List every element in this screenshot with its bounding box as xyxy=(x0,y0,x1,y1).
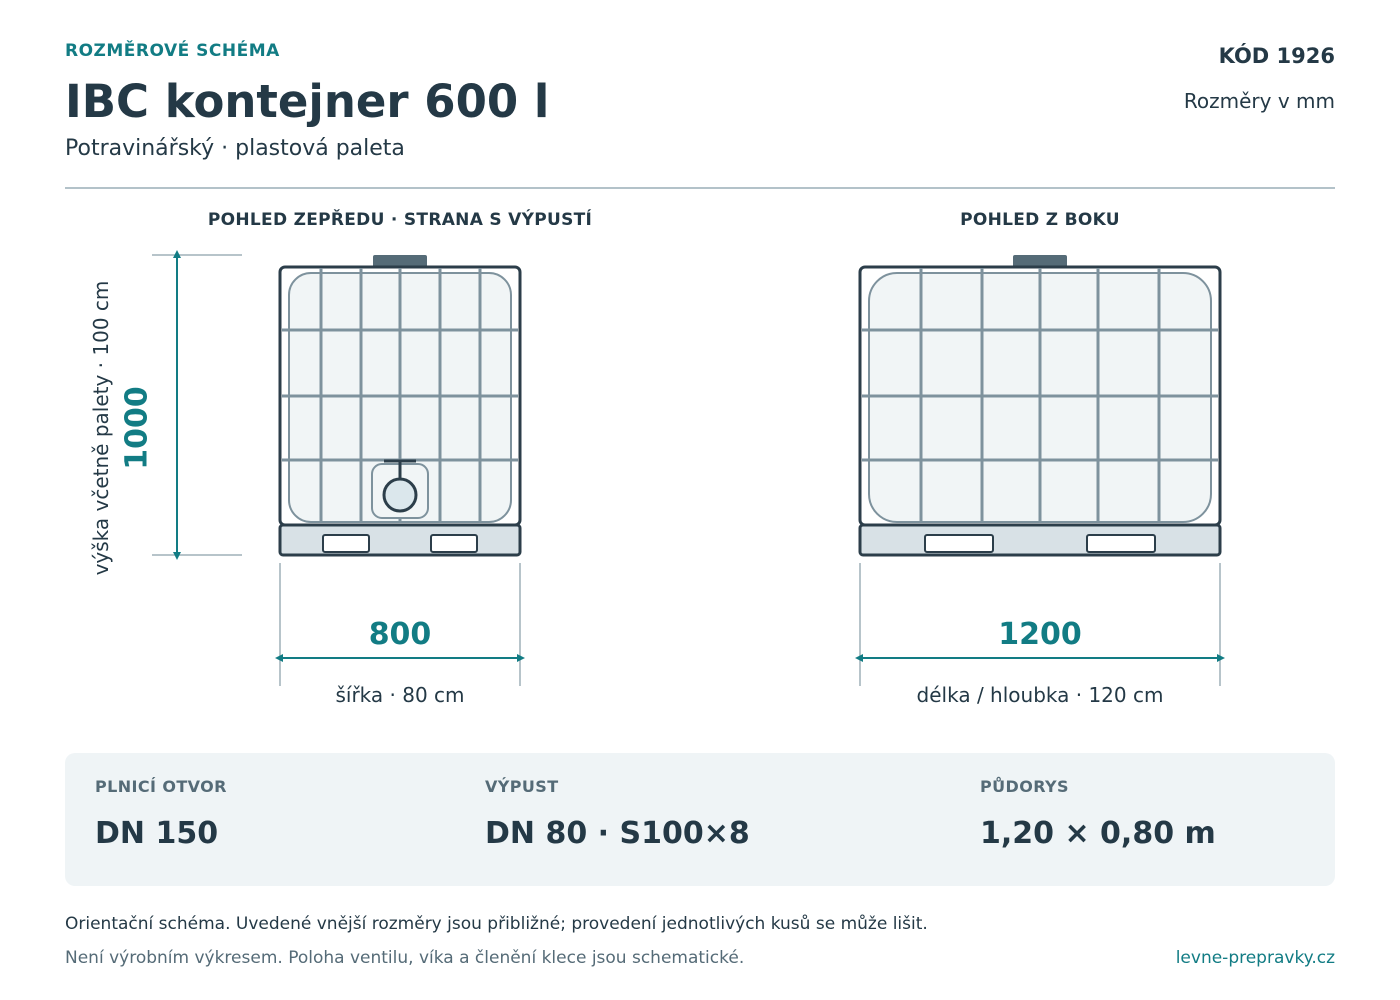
spec-value: 1,20 × 0,80 m xyxy=(980,816,1216,851)
spec-label: PŮDORYS xyxy=(980,777,1069,796)
length-value: 1200 xyxy=(998,617,1082,652)
height-caption: výška včetně palety · 100 cm xyxy=(89,280,113,576)
side-view-title: POHLED Z BOKU xyxy=(960,210,1120,230)
front-pallet-slot xyxy=(322,534,370,553)
front-pallet-slot xyxy=(430,534,478,553)
side-view-ibc xyxy=(858,255,1222,557)
front-lid xyxy=(373,255,427,268)
spec-fill-opening: PLNICÍ OTVOR DN 150 xyxy=(95,777,227,851)
side-lid xyxy=(1013,255,1067,268)
schema-kicker: ROZMĚROVÉ SCHÉMA xyxy=(65,41,280,61)
side-pallet xyxy=(858,523,1222,557)
side-cage-bars xyxy=(862,268,1218,523)
side-pallet-slot xyxy=(1086,534,1156,553)
spec-label: PLNICÍ OTVOR xyxy=(95,777,227,796)
side-pallet-slot xyxy=(924,534,994,553)
specs-panel: PLNICÍ OTVOR DN 150 VÝPUST DN 80 · S100×… xyxy=(65,753,1335,886)
width-dimension xyxy=(275,563,525,686)
length-caption: délka / hloubka · 120 cm xyxy=(916,683,1164,707)
spec-value: DN 80 · S100×8 xyxy=(485,816,750,851)
product-code: KÓD 1926 xyxy=(1218,44,1335,68)
website-link[interactable]: levne-prepravky.cz xyxy=(1175,948,1335,968)
height-dimension xyxy=(152,250,242,560)
page-title: IBC kontejner 600 l xyxy=(65,75,550,128)
spec-footprint: PŮDORYS 1,20 × 0,80 m xyxy=(980,777,1216,851)
front-view-ibc xyxy=(278,255,522,557)
width-value: 800 xyxy=(368,617,432,652)
spec-outlet: VÝPUST DN 80 · S100×8 xyxy=(485,777,750,851)
units-note: Rozměry v mm xyxy=(1183,89,1335,113)
page-subtitle: Potravinářský · plastová paleta xyxy=(65,136,405,161)
width-caption: šířka · 80 cm xyxy=(335,683,465,707)
spec-label: VÝPUST xyxy=(485,777,559,796)
spec-value: DN 150 xyxy=(95,816,219,851)
length-dimension xyxy=(855,563,1225,686)
outlet-valve-icon xyxy=(371,459,429,519)
disclaimer-note: Orientační schéma. Uvedené vnější rozměr… xyxy=(65,914,928,934)
front-pallet xyxy=(278,523,522,557)
header-divider xyxy=(65,187,1335,189)
front-view-title: POHLED ZEPŘEDU · STRANA S VÝPUSTÍ xyxy=(207,210,593,230)
schematic-note: Není výrobním výkresem. Poloha ventilu, … xyxy=(65,948,745,968)
height-value: 1000 xyxy=(119,386,155,470)
